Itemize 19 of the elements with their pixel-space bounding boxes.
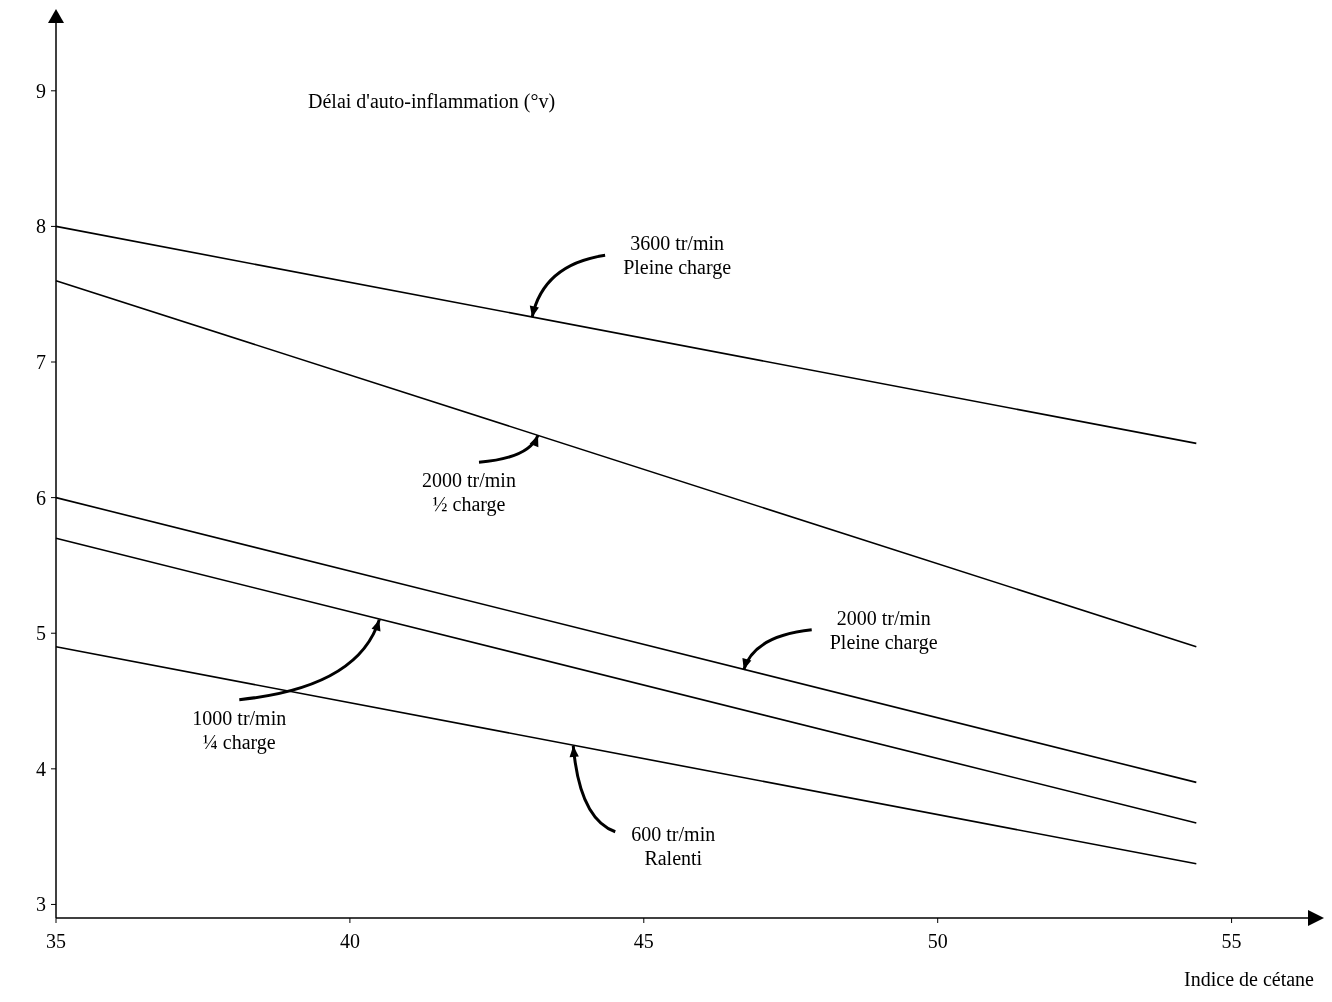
y-tick-label: 5 [36,622,46,645]
x-tick-label: 40 [339,930,360,952]
annotation: 2000 tr/min ½ charge [422,469,516,517]
y-tick-label: 3 [36,893,46,916]
x-tick-label: 35 [46,930,66,952]
annotation: 3600 tr/min Pleine charge [623,232,732,280]
y-tick-label: 8 [36,215,46,238]
y-tick-label: 9 [36,79,46,102]
y-tick-label: 7 [36,351,46,374]
x-tick-label: 50 [927,930,948,952]
annotation: 2000 tr/min Pleine charge [829,606,938,654]
annotation: 1000 tr/min ¼ charge [192,706,287,754]
y-tick-label: 4 [36,757,46,780]
x-tick-label: 55 [1221,930,1242,952]
x-tick-label: 45 [633,930,654,952]
y-axis-title: Délai d'auto-inflammation (°v) [308,90,556,113]
x-axis-title: Indice de cétane [1184,968,1315,990]
y-tick-label: 6 [36,486,46,509]
annotation: 600 tr/min Ralenti [631,822,716,869]
